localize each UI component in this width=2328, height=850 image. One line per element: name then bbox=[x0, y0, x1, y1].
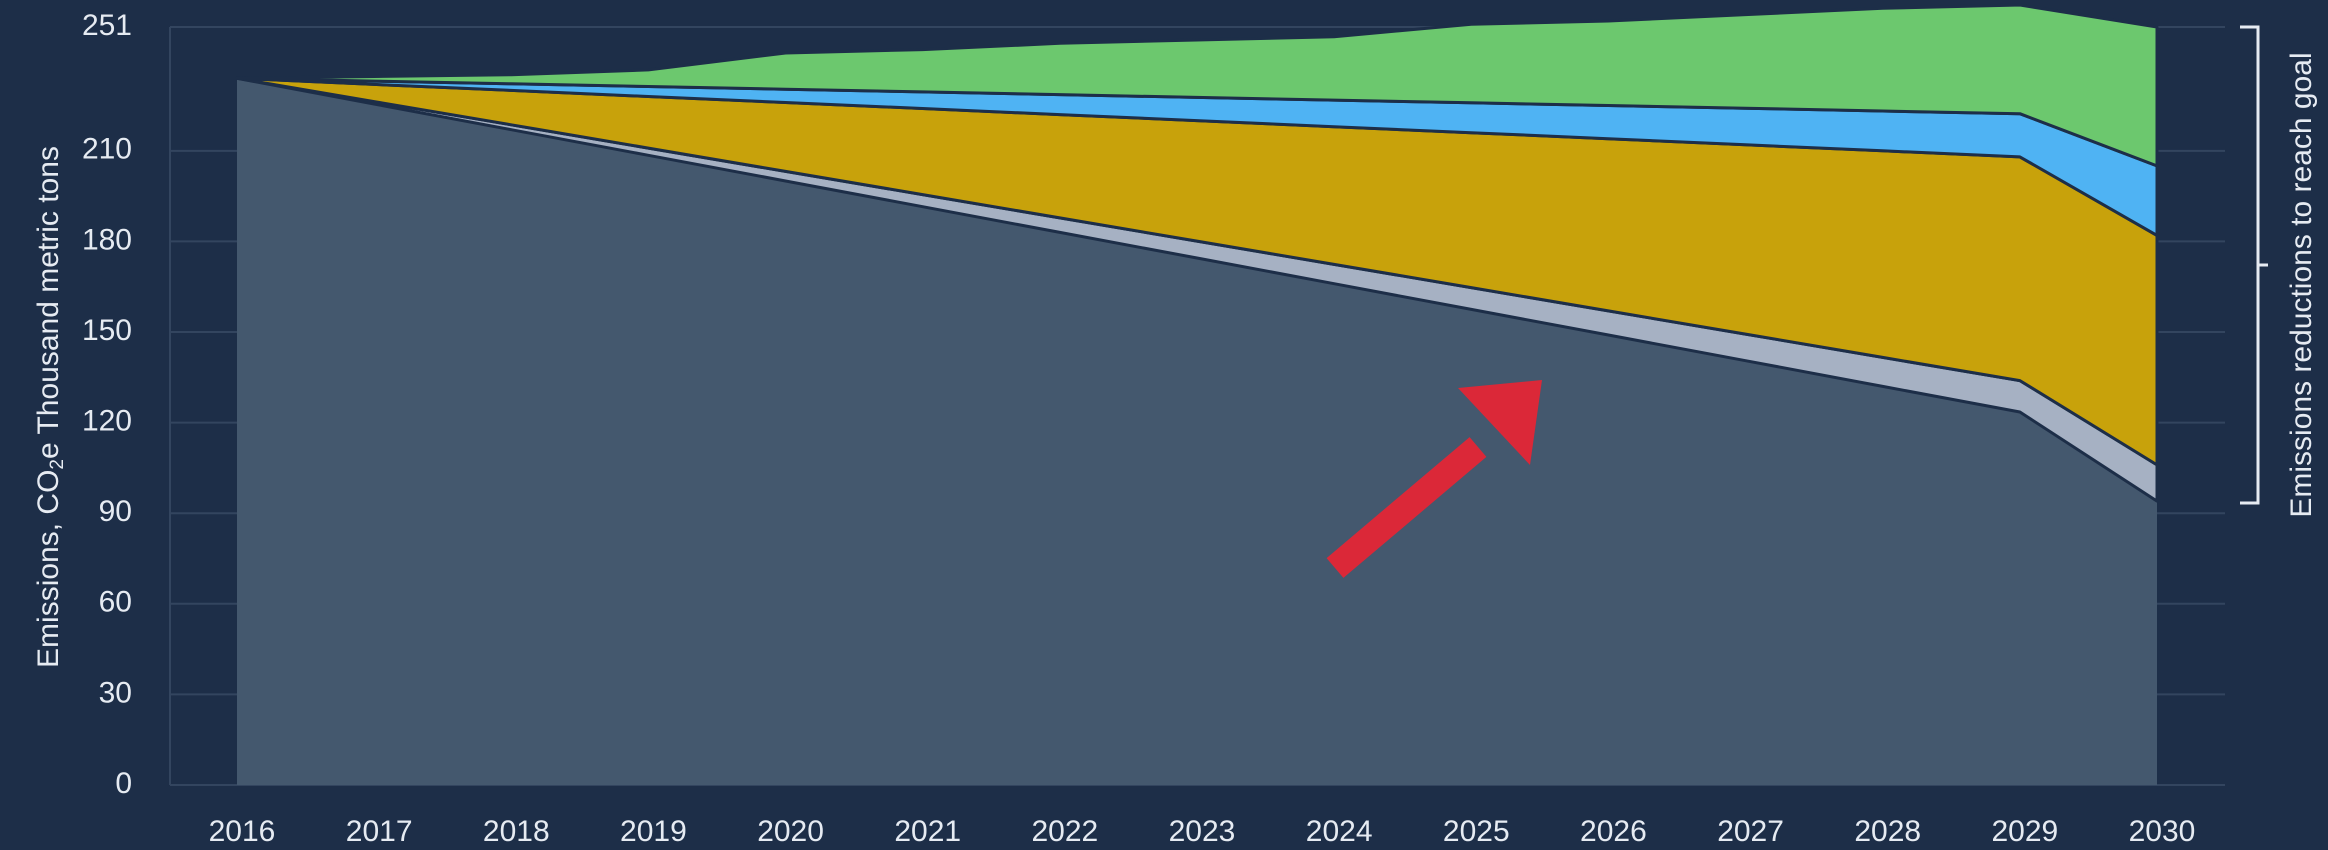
y-tick-label: 210 bbox=[82, 133, 132, 166]
y-axis-title: Emissions, CO2e Thousand metric tons bbox=[32, 146, 68, 668]
x-tick-label: 2027 bbox=[1717, 815, 1784, 848]
area-series-5 bbox=[235, 3, 2159, 168]
red-arrow-icon bbox=[1326, 380, 1542, 578]
x-tick-label: 2021 bbox=[894, 815, 961, 848]
y-tick-label: 60 bbox=[99, 586, 132, 619]
x-tick-label: 2025 bbox=[1443, 815, 1510, 848]
y-tick-label: 0 bbox=[115, 767, 132, 800]
x-axis-ticks: 2016 2017 2018 2019 2020 2021 2022 2023 2024 2025… bbox=[209, 815, 2196, 848]
y-tick-label: 30 bbox=[99, 676, 132, 709]
x-tick-label: 2029 bbox=[1991, 815, 2058, 848]
y-tick-label: 251 bbox=[82, 9, 132, 42]
x-tick-label: 2023 bbox=[1169, 815, 1236, 848]
x-tick-label: 2030 bbox=[2129, 815, 2196, 848]
y-tick-label: 90 bbox=[99, 495, 132, 528]
x-tick-label: 2019 bbox=[620, 815, 687, 848]
y-tick-label: 180 bbox=[82, 223, 132, 256]
x-tick-label: 2028 bbox=[1854, 815, 1921, 848]
x-tick-label: 2024 bbox=[1306, 815, 1373, 848]
x-tick-label: 2020 bbox=[757, 815, 824, 848]
reduction-annotation: Emissions reductions to reach goal bbox=[2285, 52, 2318, 517]
x-tick-label: 2016 bbox=[209, 815, 276, 848]
area-series bbox=[235, 3, 2159, 786]
x-tick-label: 2017 bbox=[346, 815, 413, 848]
x-tick-label: 2026 bbox=[1580, 815, 1647, 848]
y-axis-ticks: 0 30 60 90 120 150 180 210 251 bbox=[82, 9, 132, 800]
goal-bracket bbox=[2240, 25, 2268, 505]
area-series-1 bbox=[237, 78, 2157, 786]
x-tick-label: 2022 bbox=[1031, 815, 1098, 848]
y-tick-label: 120 bbox=[82, 405, 132, 438]
y-tick-label: 150 bbox=[82, 314, 132, 347]
x-tick-label: 2018 bbox=[483, 815, 550, 848]
